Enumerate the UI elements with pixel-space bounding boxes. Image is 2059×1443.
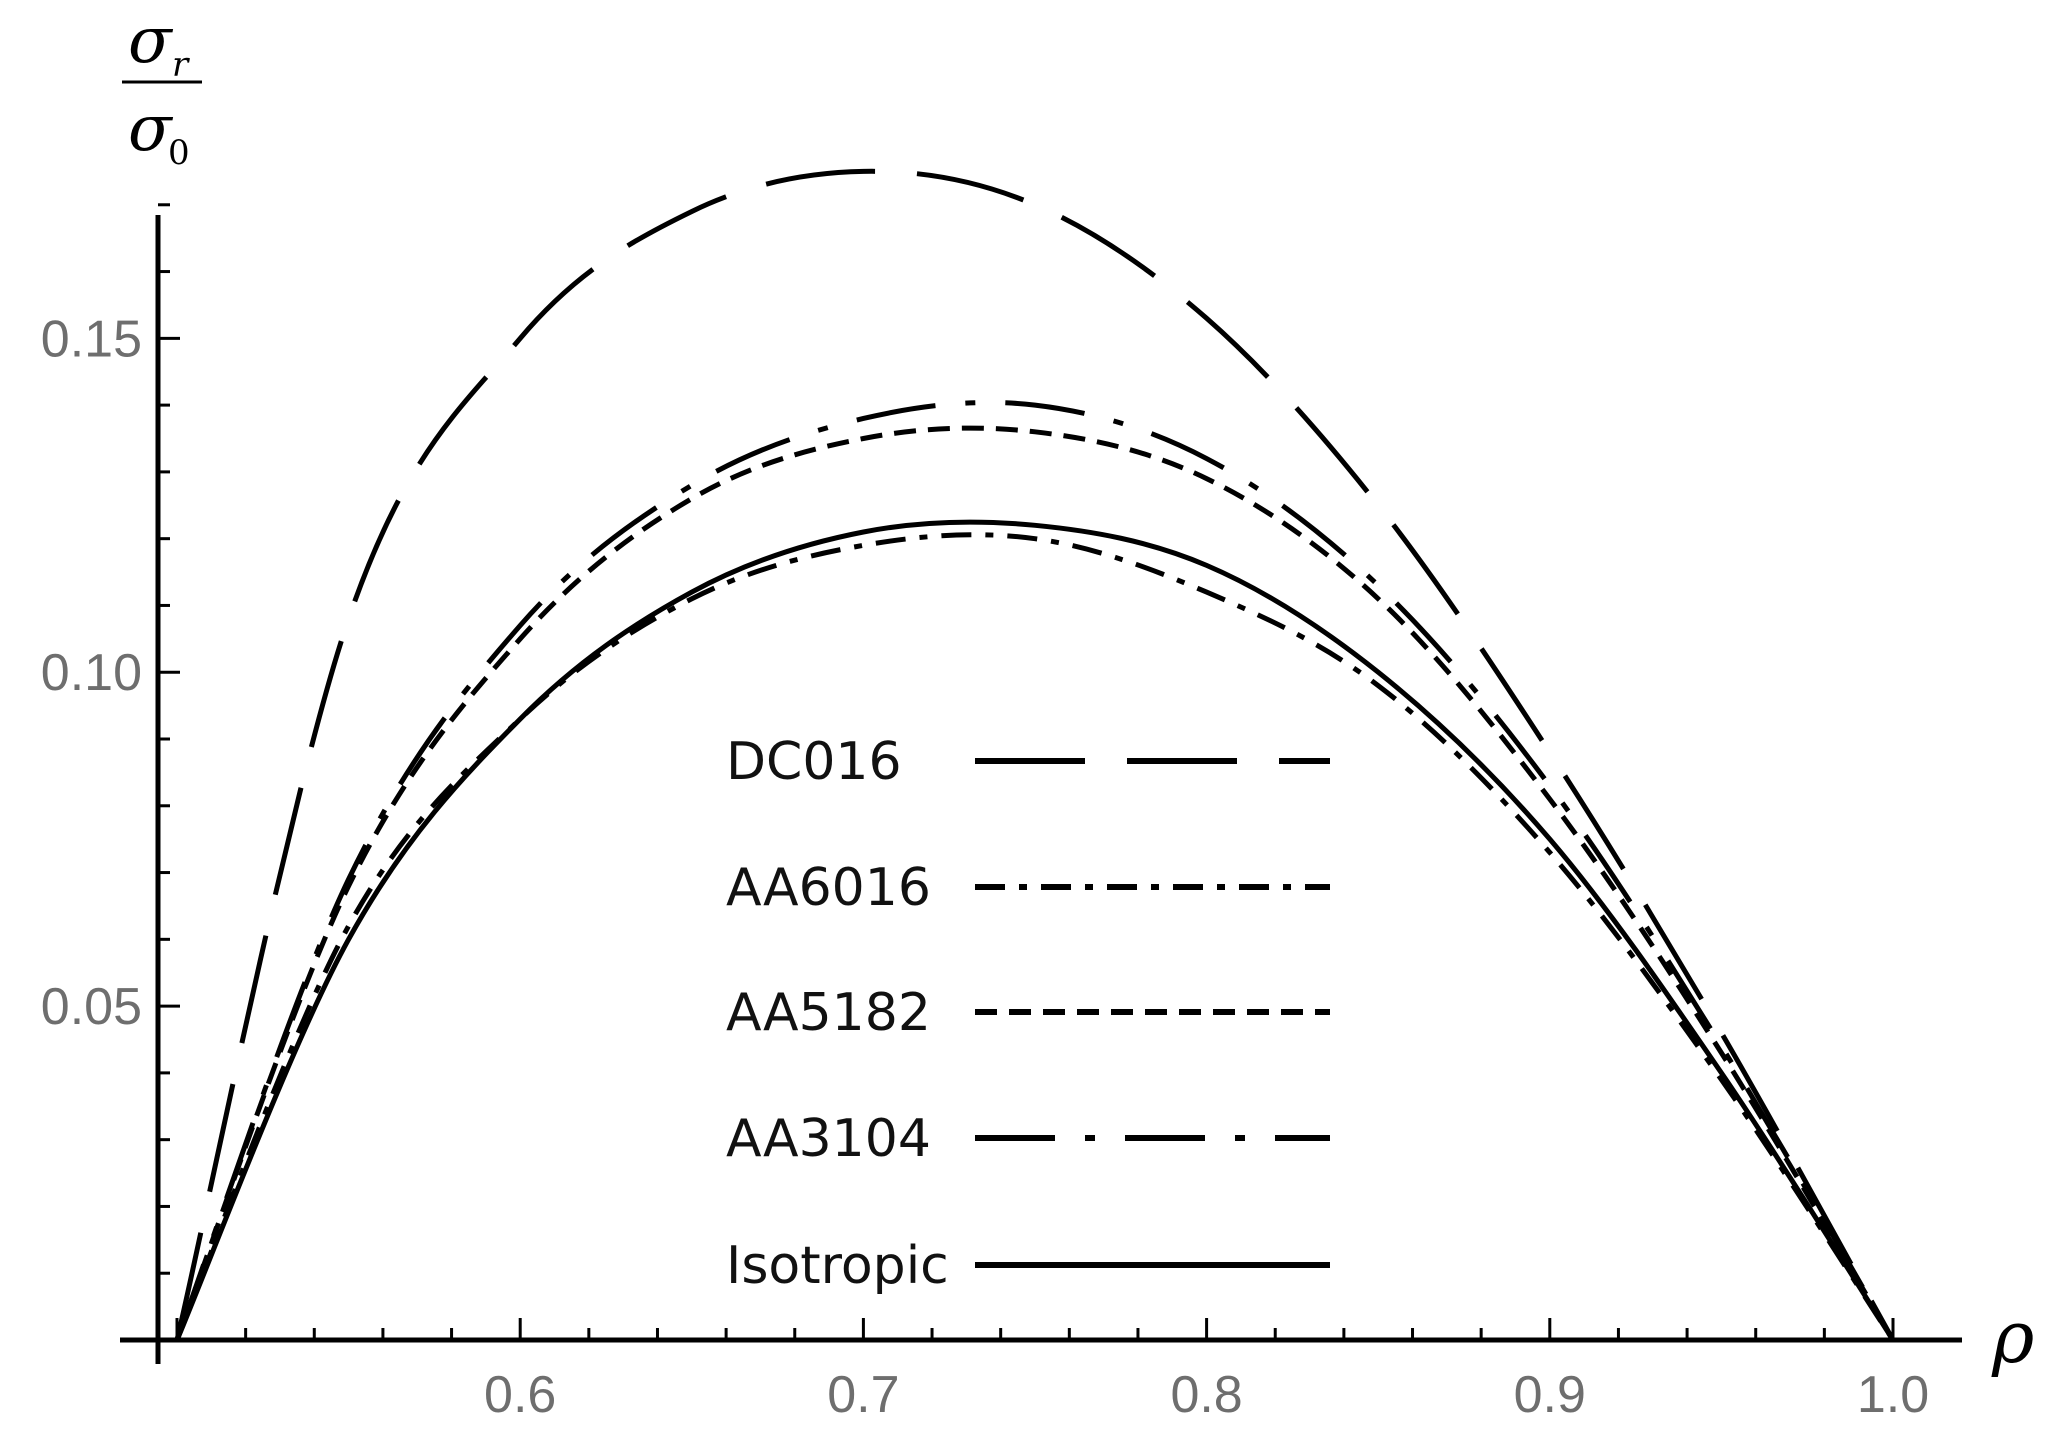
series-line-aa5182 (174, 425, 1896, 1342)
legend-label-dc016: DC016 (726, 732, 902, 792)
y-tick-label: 0.15 (41, 310, 142, 368)
series-line-isotropic (174, 519, 1896, 1342)
x-tick-label: 0.7 (827, 1366, 899, 1424)
legend-label-aa3104: AA3104 (726, 1109, 931, 1169)
y-label-denominator-sub: 0 (168, 133, 190, 173)
legend-label-aa5182: AA5182 (726, 983, 931, 1043)
series-line-dc016 (174, 168, 1896, 1342)
x-tick-label: 0.9 (1514, 1366, 1586, 1424)
x-tick-label: 0.8 (1170, 1366, 1242, 1424)
y-tick-label: 0.10 (41, 644, 142, 702)
y-label-denominator: σ (128, 92, 174, 166)
x-tick-label: 0.6 (484, 1366, 556, 1424)
x-axis-label: ρ (1991, 1295, 2034, 1379)
axes: 0.6 0.7 0.8 0.9 1.0 0.05 0.10 0.15 (41, 203, 1962, 1424)
series-line-aa3104 (174, 400, 1896, 1342)
y-axis-label: σ r σ 0 (122, 4, 202, 173)
x-tick-label: 1.0 (1857, 1366, 1929, 1424)
y-tick-label: 0.05 (41, 978, 142, 1036)
legend-label-aa6016: AA6016 (726, 858, 931, 918)
legend-label-isotropic: Isotropic (726, 1236, 949, 1296)
y-label-numerator: σ (128, 4, 174, 78)
legend: DC016 AA6016 AA5182 AA3104 Isotropic (726, 732, 1330, 1296)
series-group (174, 168, 1896, 1342)
series-line-aa6016 (174, 532, 1896, 1342)
y-label-numerator-sub: r (172, 45, 190, 85)
